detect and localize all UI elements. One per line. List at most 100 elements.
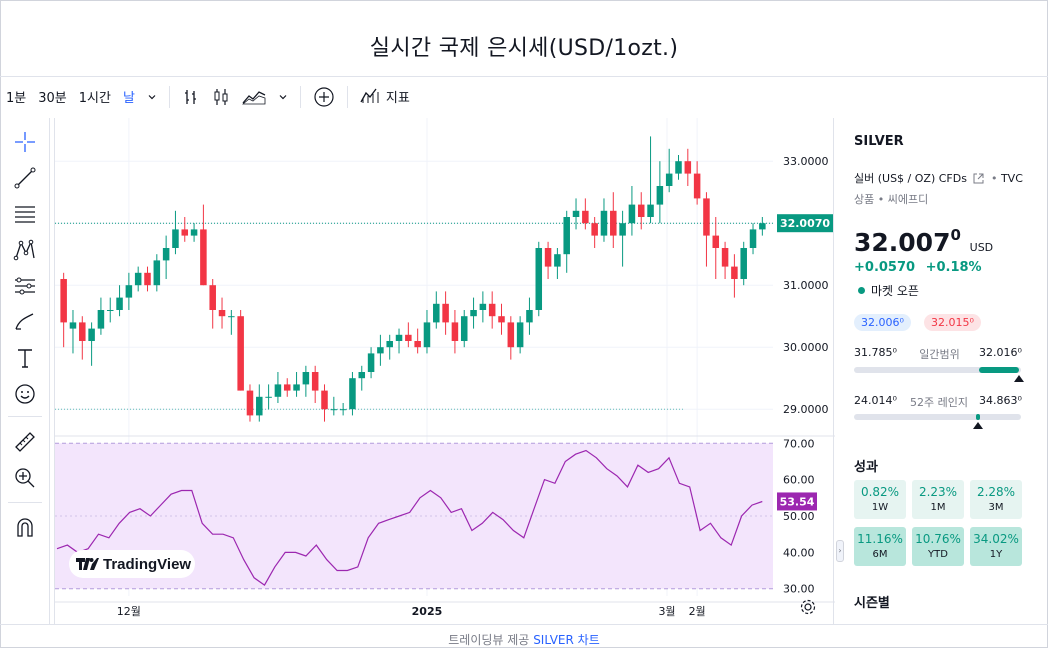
symbol-name[interactable]: SILVER — [854, 134, 904, 149]
panel-collapse-handle[interactable]: › — [836, 540, 844, 562]
chart-area[interactable]: 12월20252월3월33.000032.000031.000030.00002… — [54, 118, 835, 624]
magnet-icon[interactable] — [11, 514, 39, 542]
candle-body — [731, 266, 738, 279]
rsi-value-label: 53.54 — [780, 495, 815, 508]
emoji-icon[interactable] — [11, 380, 39, 408]
candles-icon[interactable] — [206, 77, 236, 116]
seasonal-title: 시즌별 — [854, 596, 890, 611]
perf-cell-6m: 11.16% 6M — [854, 527, 906, 566]
indicators-button[interactable]: 지표 — [354, 77, 416, 116]
time-tick-label: 2025 — [412, 605, 443, 618]
candle-body — [339, 409, 347, 411]
symbol-description-row: 실버 (US$ / OZ) CFDs • TVC — [854, 170, 1023, 187]
perf-cell-1y: 34.02% 1Y — [970, 527, 1022, 566]
candle-body — [600, 210, 608, 236]
category: 상품 — [854, 193, 875, 206]
rsi-tick-label: 60.00 — [783, 474, 815, 487]
interval-30m[interactable]: 30분 — [38, 91, 67, 106]
candle-body — [442, 303, 449, 323]
candle-body — [79, 322, 86, 341]
text-icon[interactable] — [11, 344, 39, 372]
add-compare-icon[interactable] — [307, 77, 341, 116]
pattern-icon[interactable] — [11, 236, 39, 264]
indicators-label: 지표 — [385, 91, 410, 106]
perf-value: 0.82% — [860, 485, 900, 499]
fib-retracement-icon[interactable] — [11, 200, 39, 228]
separator-dot: • — [877, 193, 885, 206]
performance-title: 성과 — [854, 460, 878, 475]
candle-body — [321, 390, 328, 410]
candle-body — [274, 384, 282, 397]
footer-chart-link[interactable]: SILVER 차트 — [533, 633, 600, 647]
bar-chart-icon[interactable] — [176, 77, 206, 116]
candle-body — [405, 334, 412, 341]
perf-period: YTD — [928, 549, 948, 560]
forecast-icon[interactable] — [11, 272, 39, 300]
ruler-icon[interactable] — [11, 428, 39, 456]
price-main: 32.007 — [854, 228, 951, 257]
area-chart-icon[interactable] — [236, 77, 272, 116]
perf-period: 1M — [930, 502, 946, 513]
candle-body — [498, 316, 505, 323]
candle-body — [507, 322, 515, 348]
trend-line-icon[interactable] — [11, 164, 39, 192]
symbol-description[interactable]: 실버 (US$ / OZ) CFDs — [854, 172, 967, 185]
category-row: 상품 • 씨에프디 — [854, 191, 928, 207]
candle-body — [619, 223, 626, 236]
zoom-in-icon[interactable] — [11, 464, 39, 492]
candle-body — [712, 235, 720, 248]
candle-body — [628, 204, 636, 224]
candle-body — [479, 303, 487, 310]
last-price-badge — [777, 214, 833, 233]
candle-body — [209, 285, 216, 310]
candle-body — [88, 328, 95, 341]
candle-body — [265, 396, 272, 398]
change-pct: +0.18% — [925, 260, 982, 275]
settings-gear-icon[interactable] — [799, 598, 817, 616]
brush-icon[interactable] — [11, 308, 39, 336]
crosshair-icon[interactable] — [11, 128, 39, 156]
price-sup: 0 — [950, 226, 961, 244]
market-status-dot — [858, 287, 865, 294]
perf-period: 3M — [988, 502, 1004, 513]
price-change: +0.0570 +0.18% — [854, 260, 982, 275]
candle-body — [721, 248, 729, 267]
bid-badge: 32.006⁰ — [854, 314, 911, 331]
time-tick-label: 12월 — [117, 605, 141, 618]
market-status: 마켓 오픈 — [858, 282, 919, 299]
chevron-down-icon[interactable] — [272, 77, 294, 116]
perf-cell-1m: 2.23% 1M — [912, 480, 964, 519]
candle-body — [665, 173, 673, 186]
price-tick-label: 33.0000 — [783, 155, 829, 168]
candle-body — [610, 210, 617, 236]
tradingview-logo[interactable]: TradingView — [69, 550, 195, 578]
candle-body — [302, 372, 310, 385]
candle-body — [246, 390, 254, 416]
candle-body — [134, 272, 142, 286]
candle-body — [181, 229, 189, 236]
interval-1m[interactable]: 1분 — [6, 91, 27, 106]
candle-body — [358, 372, 366, 379]
rsi-tick-label: 30.00 — [783, 583, 815, 596]
candle-body — [125, 285, 133, 298]
interval-1h[interactable]: 1시간 — [78, 91, 111, 106]
perf-cell-ytd: 10.76% YTD — [912, 527, 964, 566]
candle-body — [256, 396, 263, 416]
price-chart[interactable]: 12월20252월3월33.000032.000031.000030.00002… — [55, 118, 835, 624]
perf-period: 1Y — [989, 549, 1003, 560]
drawing-toolbar — [0, 118, 50, 624]
day-range-marker — [1014, 375, 1025, 382]
candle-body — [116, 297, 123, 310]
candle-body — [395, 334, 403, 341]
day-range-fill — [979, 367, 1020, 373]
tradingview-icon — [76, 558, 99, 570]
candle-body — [488, 303, 496, 317]
external-link-icon[interactable] — [973, 173, 984, 187]
chevron-down-icon[interactable] — [141, 77, 163, 116]
candle-body — [144, 272, 151, 286]
toolbar-divider — [299, 85, 301, 108]
interval-1d[interactable]: 날 — [122, 91, 135, 106]
candle-body — [172, 229, 179, 248]
candle-body — [526, 310, 533, 323]
candle-body — [367, 353, 375, 372]
